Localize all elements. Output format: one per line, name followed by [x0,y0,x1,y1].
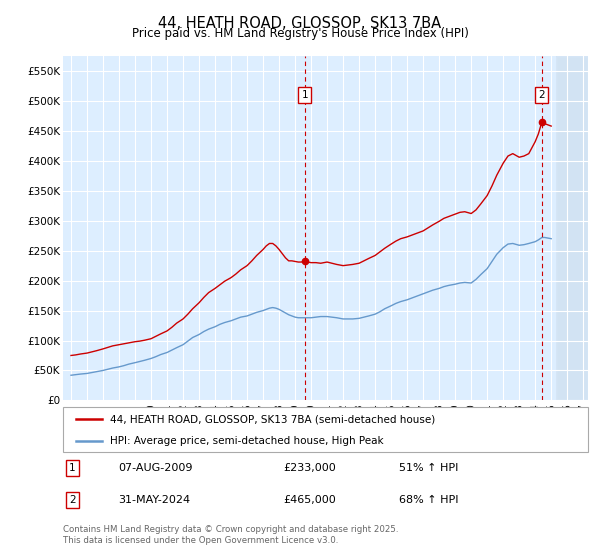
Text: 44, HEATH ROAD, GLOSSOP, SK13 7BA: 44, HEATH ROAD, GLOSSOP, SK13 7BA [158,16,442,31]
Text: 1: 1 [69,463,76,473]
Bar [556,56,588,400]
Text: 68% ↑ HPI: 68% ↑ HPI [399,495,458,505]
Text: HPI: Average price, semi-detached house, High Peak: HPI: Average price, semi-detached house,… [110,436,384,446]
Text: 07-AUG-2009: 07-AUG-2009 [118,463,193,473]
Text: Contains HM Land Registry data © Crown copyright and database right 2025.: Contains HM Land Registry data © Crown c… [63,525,398,534]
Bar [556,56,588,400]
Text: 1: 1 [301,90,308,100]
Text: £465,000: £465,000 [284,495,336,505]
Text: Price paid vs. HM Land Registry's House Price Index (HPI): Price paid vs. HM Land Registry's House … [131,27,469,40]
Text: 31-MAY-2024: 31-MAY-2024 [118,495,190,505]
Text: This data is licensed under the Open Government Licence v3.0.: This data is licensed under the Open Gov… [63,536,338,545]
Text: 2: 2 [539,90,545,100]
Text: £233,000: £233,000 [284,463,336,473]
Text: 2: 2 [69,495,76,505]
Text: 44, HEATH ROAD, GLOSSOP, SK13 7BA (semi-detached house): 44, HEATH ROAD, GLOSSOP, SK13 7BA (semi-… [110,414,436,424]
Text: 51% ↑ HPI: 51% ↑ HPI [399,463,458,473]
